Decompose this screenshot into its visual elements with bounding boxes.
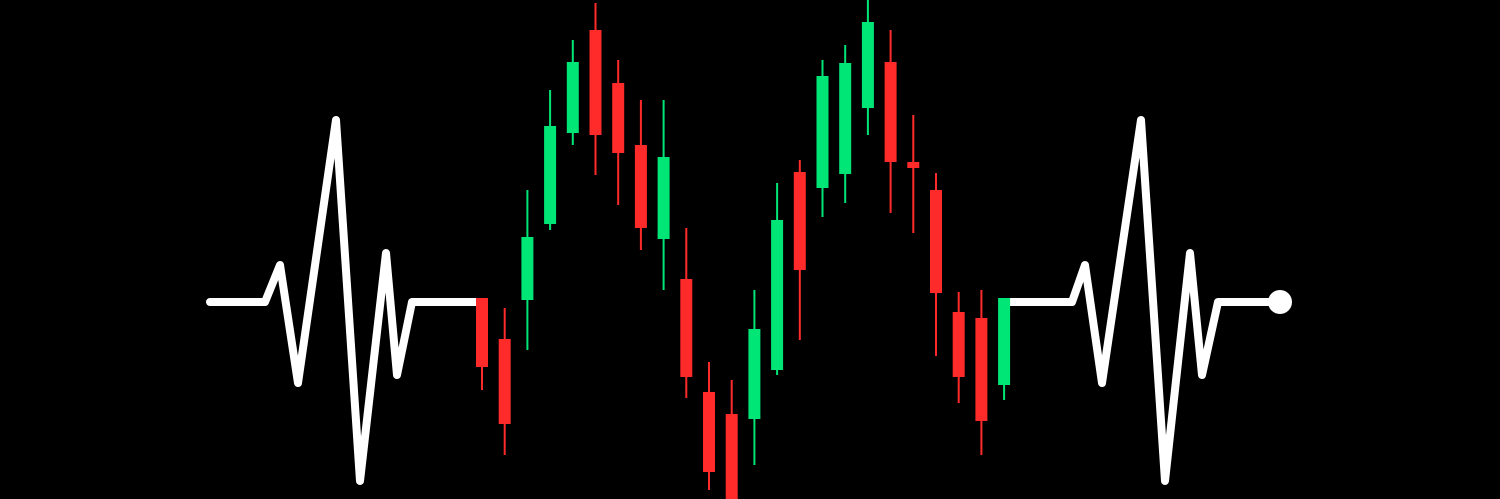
candle-body bbox=[771, 220, 784, 370]
candle-body bbox=[657, 157, 670, 239]
candle-body bbox=[544, 126, 557, 224]
heartbeat-right bbox=[1000, 116, 1284, 485]
candle-body bbox=[907, 162, 920, 168]
candle-body bbox=[930, 190, 942, 293]
candle-body bbox=[589, 30, 602, 135]
candle-body bbox=[680, 279, 693, 377]
heartbeat-dot bbox=[1268, 290, 1292, 314]
candle-body bbox=[998, 298, 1011, 385]
candle-body bbox=[634, 145, 647, 228]
candle-body bbox=[816, 76, 829, 188]
candle-body bbox=[521, 237, 534, 300]
candle-body bbox=[725, 414, 738, 499]
candle-body bbox=[839, 63, 852, 174]
candle-body bbox=[566, 62, 579, 133]
candle-body bbox=[703, 392, 715, 472]
candle-body bbox=[476, 298, 488, 367]
heartbeat-left bbox=[206, 116, 482, 485]
candle-body bbox=[975, 318, 988, 421]
candle-body bbox=[861, 22, 874, 108]
candle-body bbox=[498, 339, 511, 424]
candle-body bbox=[884, 62, 897, 162]
candle-body bbox=[612, 83, 625, 153]
candle-body bbox=[793, 172, 806, 270]
candle-body bbox=[748, 329, 761, 419]
candle-body bbox=[952, 312, 965, 377]
